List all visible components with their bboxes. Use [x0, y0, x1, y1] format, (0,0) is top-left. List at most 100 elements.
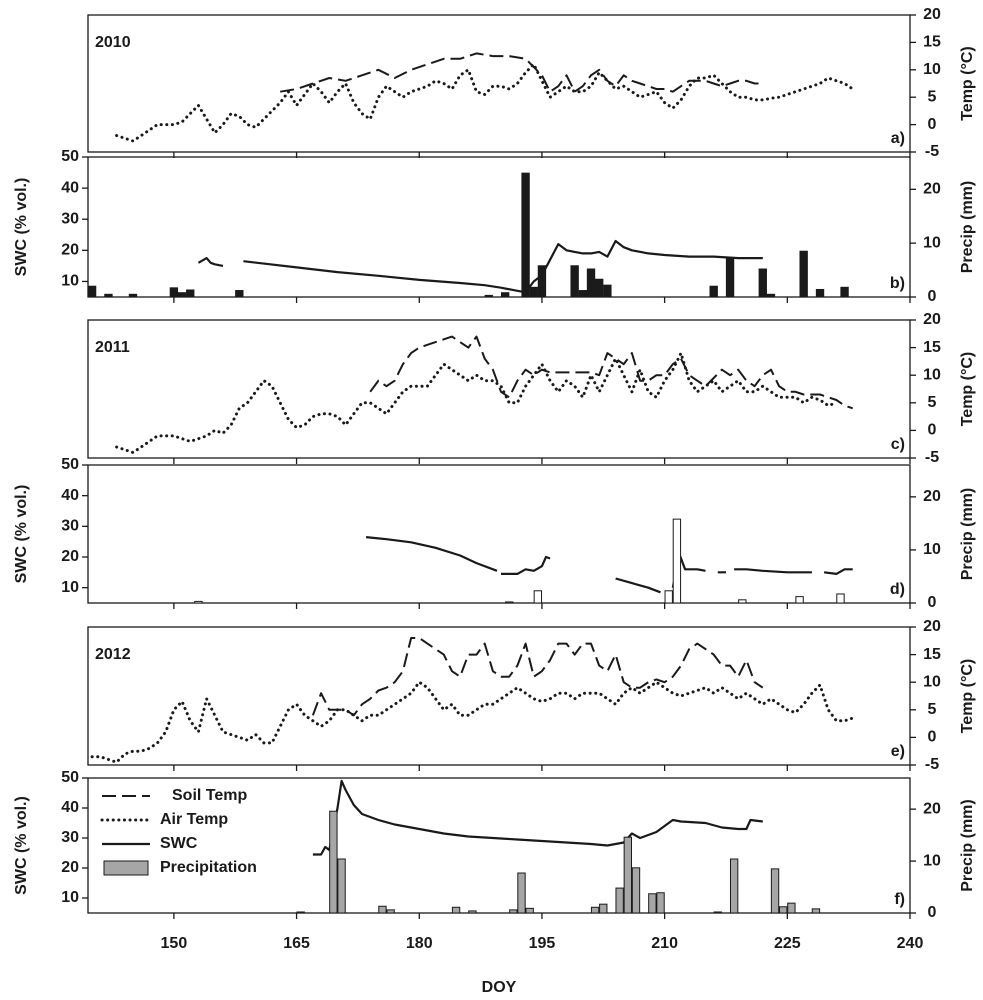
precip-bar: [451, 906, 461, 914]
precip-bar: [529, 286, 538, 298]
y2-axis-title: Precip (mm): [959, 488, 976, 580]
precip-bar: [656, 892, 665, 914]
precip-bar: [672, 518, 682, 604]
precip-bar: [169, 287, 179, 298]
precip-bar: [517, 872, 526, 914]
precip-bar: [770, 868, 780, 914]
precip-bar: [623, 836, 633, 914]
y2-tick-label: 10: [923, 61, 941, 78]
panel-label: e): [891, 743, 905, 760]
precip-bar: [815, 288, 825, 298]
precip-bar: [599, 903, 608, 914]
precip-bar: [799, 250, 808, 298]
y2-tick-label: -5: [925, 756, 939, 773]
precip-bar: [533, 590, 543, 604]
panel-label: b): [890, 275, 905, 292]
precip-bar: [337, 858, 346, 914]
y2-tick-label: 10: [923, 366, 941, 383]
y2-tick-label: 5: [928, 394, 937, 411]
y-tick-label: 10: [61, 889, 79, 906]
precip-bar: [590, 906, 600, 914]
precip-bar: [836, 593, 845, 604]
y2-tick-label: 20: [923, 488, 941, 505]
precip-bar: [521, 172, 530, 298]
y2-tick-label: 10: [923, 673, 941, 690]
precip-bar: [840, 286, 849, 298]
precip-bar: [603, 284, 612, 298]
precip-bar: [468, 910, 477, 914]
precip-bar: [509, 909, 518, 914]
legend-label: SWC: [160, 835, 198, 852]
precip-bar: [795, 596, 804, 604]
precip-bar: [578, 290, 588, 298]
precip-bar: [484, 294, 493, 298]
panel-label: a): [891, 130, 905, 147]
precip-bar: [648, 893, 657, 914]
y-tick-label: 20: [61, 242, 79, 259]
year-title: 2011: [95, 339, 130, 356]
precip-bar: [811, 908, 821, 914]
precip-bar: [500, 292, 510, 298]
y2-tick-label: 20: [923, 618, 941, 635]
precip-bar: [787, 902, 796, 914]
y-tick-label: 30: [61, 829, 79, 846]
y2-axis-title: Temp (°C): [959, 46, 976, 121]
precip-bar: [766, 293, 776, 298]
precip-bar: [235, 290, 244, 298]
series-line: [311, 637, 764, 717]
y2-axis-title: Temp (°C): [959, 352, 976, 427]
y-tick-label: 50: [61, 148, 79, 165]
legend-label: Precipitation: [160, 859, 257, 876]
precip-bar: [586, 268, 596, 298]
y2-tick-label: -5: [925, 143, 939, 160]
y2-axis-title: Precip (mm): [959, 181, 976, 273]
precip-bar: [378, 905, 387, 914]
y2-tick-label: 0: [928, 288, 937, 305]
y-tick-label: 30: [61, 518, 79, 535]
y-tick-label: 50: [61, 456, 79, 473]
precip-bar: [595, 278, 604, 298]
x-tick-label: 165: [283, 935, 310, 952]
x-tick-label: 195: [529, 935, 556, 952]
precip-bar: [709, 285, 718, 298]
precip-bar: [615, 887, 624, 914]
x-tick-label: 240: [897, 935, 924, 952]
y2-tick-label: -5: [925, 449, 939, 466]
x-tick-label: 180: [406, 935, 433, 952]
y2-tick-label: 0: [928, 116, 937, 133]
legend-label: Soil Temp: [172, 787, 247, 804]
series-line: [280, 52, 763, 93]
y-tick-label: 20: [61, 859, 79, 876]
panel-frame: [87, 156, 911, 298]
y2-tick-label: 20: [923, 311, 941, 328]
y2-tick-label: 0: [928, 729, 937, 746]
y-axis-title: SWC (% vol.): [13, 178, 30, 277]
panel-label: c): [891, 436, 905, 453]
precip-bar: [329, 810, 338, 914]
y2-tick-label: 20: [923, 6, 941, 23]
precip-bar: [713, 911, 722, 914]
y-tick-label: 40: [61, 799, 79, 816]
y2-tick-label: 15: [923, 339, 941, 356]
y2-tick-label: 0: [928, 594, 937, 611]
y2-tick-label: 0: [928, 904, 937, 921]
y-tick-label: 10: [61, 273, 79, 290]
x-tick-label: 225: [774, 935, 801, 952]
precip-bar: [87, 285, 97, 298]
precip-bar: [296, 911, 305, 914]
legend-swatch: [103, 860, 149, 876]
precip-bar: [570, 265, 579, 298]
precip-bar: [505, 601, 514, 604]
y2-axis-title: Precip (mm): [959, 799, 976, 891]
y2-tick-label: 15: [923, 34, 941, 51]
y2-tick-label: 10: [923, 852, 941, 869]
x-tick-label: 150: [161, 935, 188, 952]
precip-bar: [177, 292, 187, 298]
series-line: [115, 62, 855, 143]
y2-tick-label: 10: [923, 234, 941, 251]
y2-tick-label: 5: [928, 701, 937, 718]
y-tick-label: 30: [61, 210, 79, 227]
y2-tick-label: 20: [923, 181, 941, 198]
